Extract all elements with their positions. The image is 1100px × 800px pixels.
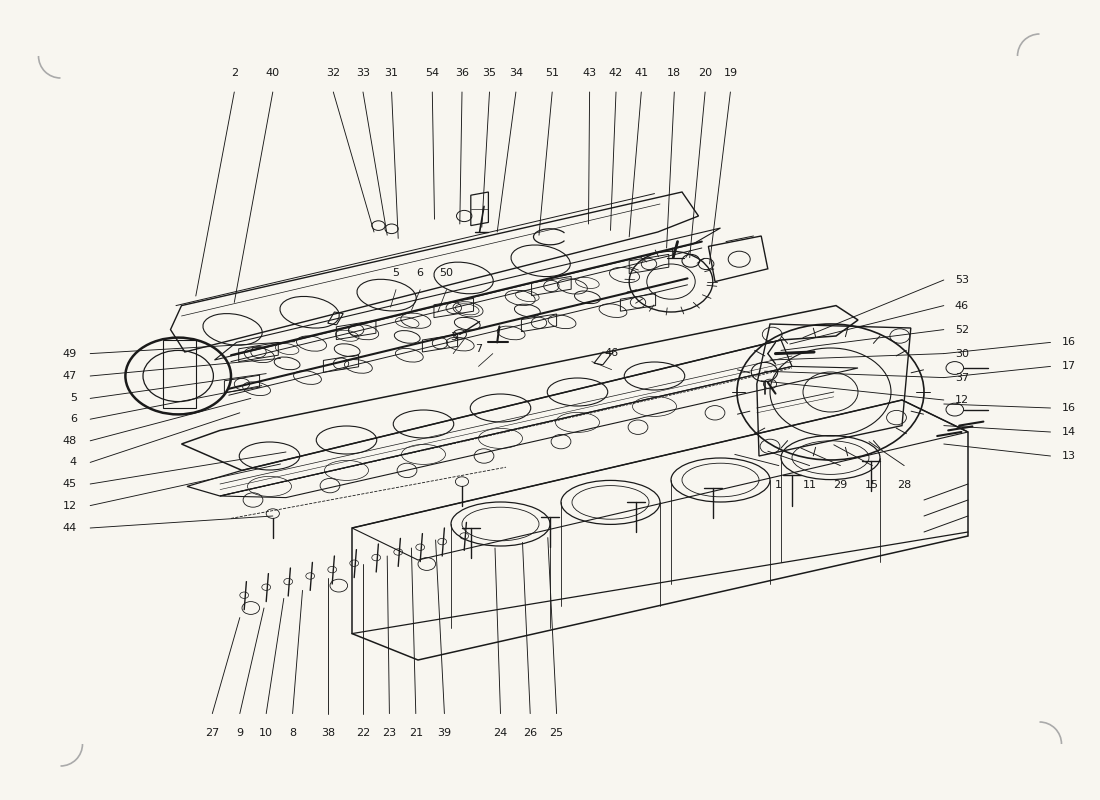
- Text: 23: 23: [383, 728, 396, 738]
- Text: 8: 8: [289, 728, 296, 738]
- Text: 18: 18: [668, 68, 681, 78]
- Text: 37: 37: [955, 373, 969, 382]
- Text: 21: 21: [409, 728, 422, 738]
- Text: 22: 22: [356, 728, 370, 738]
- Text: 44: 44: [63, 523, 77, 533]
- Text: 16: 16: [1062, 403, 1076, 413]
- Text: 33: 33: [356, 68, 370, 78]
- Text: 14: 14: [1062, 427, 1076, 437]
- Text: 9: 9: [236, 728, 243, 738]
- Text: 7: 7: [475, 344, 482, 354]
- Text: 39: 39: [438, 728, 451, 738]
- Text: 46: 46: [605, 347, 618, 358]
- Text: 32: 32: [327, 68, 340, 78]
- Text: 41: 41: [635, 68, 648, 78]
- Text: 12: 12: [63, 501, 77, 510]
- Text: 35: 35: [483, 68, 496, 78]
- Text: 50: 50: [440, 267, 453, 278]
- Text: 31: 31: [385, 68, 398, 78]
- Text: 19: 19: [724, 68, 737, 78]
- Text: 20: 20: [698, 68, 712, 78]
- Text: 51: 51: [546, 68, 559, 78]
- Text: 29: 29: [834, 480, 847, 490]
- Text: 27: 27: [206, 728, 219, 738]
- Text: 25: 25: [550, 728, 563, 738]
- Text: 11: 11: [803, 480, 816, 490]
- Text: 16: 16: [1062, 338, 1076, 347]
- Text: 34: 34: [509, 68, 522, 78]
- Text: 48: 48: [63, 436, 77, 446]
- Text: 5: 5: [393, 267, 399, 278]
- Text: 5: 5: [70, 394, 77, 403]
- Text: 36: 36: [455, 68, 469, 78]
- Text: 17: 17: [1062, 362, 1076, 371]
- Text: 6: 6: [417, 267, 424, 278]
- Text: 13: 13: [1062, 451, 1076, 461]
- Text: 45: 45: [63, 479, 77, 489]
- Text: 42: 42: [609, 68, 623, 78]
- Text: 3: 3: [450, 331, 456, 342]
- Text: 10: 10: [260, 728, 273, 738]
- Text: 24: 24: [494, 728, 507, 738]
- Text: 2: 2: [231, 68, 238, 78]
- Text: 38: 38: [321, 728, 334, 738]
- Text: 49: 49: [63, 349, 77, 358]
- Text: 12: 12: [955, 395, 969, 405]
- Text: 28: 28: [898, 480, 911, 490]
- Text: 26: 26: [524, 728, 537, 738]
- Text: 30: 30: [955, 349, 969, 358]
- Text: 4: 4: [70, 458, 77, 467]
- Text: 15: 15: [866, 480, 879, 490]
- Text: 54: 54: [426, 68, 439, 78]
- Text: 46: 46: [955, 301, 969, 310]
- Text: 6: 6: [70, 414, 77, 424]
- Text: 1: 1: [776, 480, 782, 490]
- Text: 43: 43: [583, 68, 596, 78]
- Text: 53: 53: [955, 275, 969, 285]
- Text: 40: 40: [266, 68, 279, 78]
- Text: 47: 47: [63, 371, 77, 381]
- Text: 52: 52: [955, 325, 969, 334]
